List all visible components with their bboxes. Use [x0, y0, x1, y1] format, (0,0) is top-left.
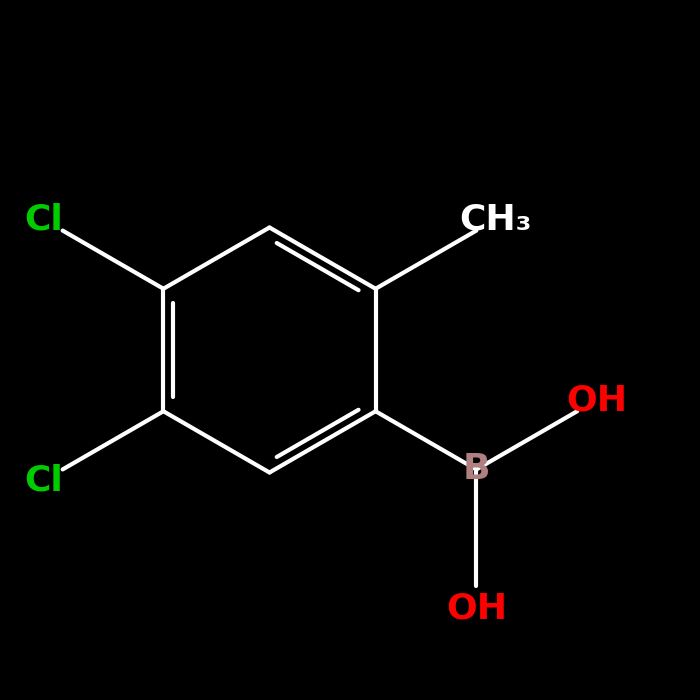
Text: OH: OH	[566, 383, 627, 417]
Text: Cl: Cl	[24, 463, 62, 498]
Text: Cl: Cl	[24, 202, 62, 237]
Text: OH: OH	[446, 592, 507, 625]
Text: B: B	[463, 452, 490, 486]
Text: CH₃: CH₃	[459, 202, 532, 237]
